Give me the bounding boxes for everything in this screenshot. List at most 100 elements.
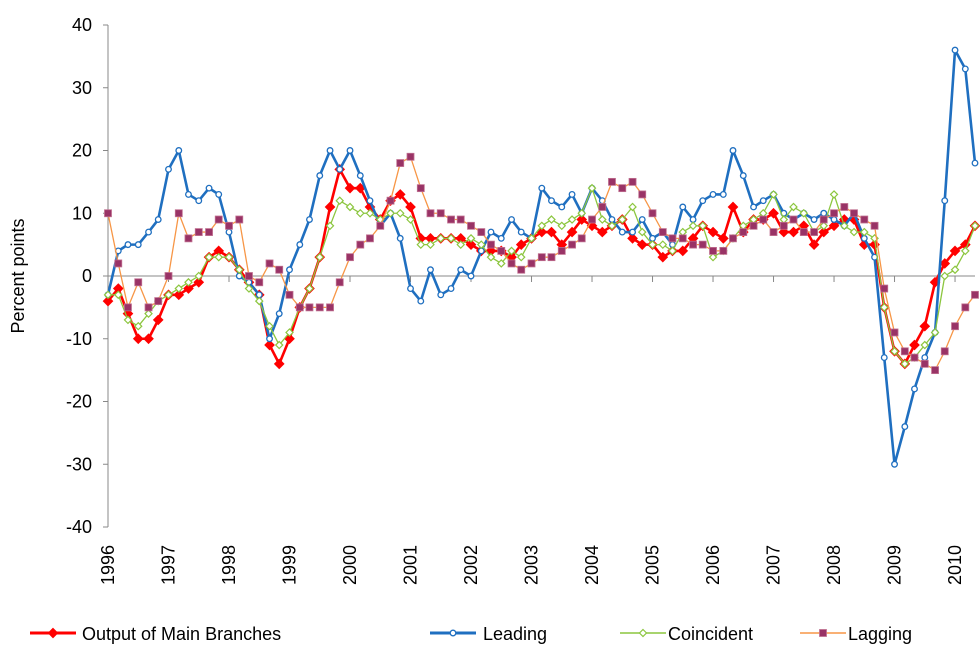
x-tick-label: 2001	[401, 545, 421, 585]
marker	[819, 221, 829, 231]
marker	[709, 246, 717, 255]
marker	[355, 208, 365, 218]
marker	[436, 234, 446, 243]
marker	[417, 297, 425, 305]
marker	[305, 284, 314, 293]
marker	[356, 172, 364, 180]
x-tick-label: 2009	[885, 545, 905, 585]
marker	[245, 272, 253, 280]
marker	[487, 240, 495, 249]
marker	[536, 226, 548, 238]
marker	[597, 215, 607, 224]
marker	[406, 152, 415, 161]
marker	[546, 226, 557, 238]
marker	[820, 209, 828, 217]
marker	[194, 271, 204, 281]
marker	[114, 259, 123, 268]
marker	[477, 228, 486, 236]
marker	[266, 335, 273, 343]
marker	[366, 197, 374, 205]
legend-label: Coincident	[668, 624, 753, 644]
marker	[950, 265, 960, 275]
marker	[527, 234, 536, 243]
marker	[808, 239, 820, 250]
marker	[195, 197, 203, 205]
marker	[225, 228, 233, 236]
marker	[699, 197, 707, 205]
marker	[859, 227, 869, 237]
y-tick-label: -30	[66, 454, 92, 474]
marker	[566, 226, 578, 238]
marker	[900, 359, 910, 369]
marker	[366, 234, 374, 243]
marker	[930, 328, 940, 337]
marker	[507, 259, 516, 268]
marker	[759, 197, 767, 205]
marker	[658, 228, 667, 236]
marker	[769, 190, 778, 199]
marker	[346, 147, 354, 154]
marker	[970, 221, 980, 231]
marker	[860, 215, 869, 224]
marker	[788, 226, 799, 238]
marker	[184, 234, 193, 243]
marker	[939, 258, 951, 269]
marker	[768, 207, 779, 219]
marker	[849, 227, 859, 237]
marker	[891, 460, 898, 468]
marker	[275, 310, 283, 318]
marker	[497, 246, 506, 255]
marker	[648, 209, 657, 218]
marker	[134, 241, 142, 249]
marker	[679, 203, 687, 211]
marker	[134, 278, 143, 287]
marker	[727, 201, 739, 213]
x-tick-label: 2000	[340, 545, 360, 585]
marker	[113, 290, 123, 300]
marker	[628, 202, 637, 212]
marker	[345, 202, 355, 212]
marker	[394, 189, 406, 200]
marker	[395, 208, 405, 218]
marker	[405, 201, 416, 213]
marker	[677, 245, 689, 257]
marker	[144, 303, 153, 312]
marker	[909, 339, 920, 351]
marker	[447, 285, 455, 292]
legend-marker	[819, 629, 827, 637]
marker	[668, 246, 677, 256]
marker	[285, 328, 294, 337]
marker	[538, 184, 546, 192]
marker	[920, 340, 930, 350]
marker	[194, 228, 203, 236]
marker	[183, 283, 194, 294]
marker	[829, 190, 839, 199]
marker	[476, 240, 486, 249]
y-tick-label: 40	[72, 15, 92, 35]
marker	[759, 215, 768, 224]
marker	[174, 284, 184, 293]
marker	[487, 228, 495, 236]
marker	[818, 226, 830, 238]
marker	[850, 209, 858, 218]
marker	[164, 290, 173, 300]
marker	[336, 165, 344, 173]
marker	[356, 240, 365, 249]
legend-marker	[638, 628, 648, 638]
marker	[729, 234, 737, 243]
x-tick-label: 2002	[461, 545, 481, 585]
marker	[749, 221, 758, 230]
marker	[164, 272, 173, 280]
marker	[890, 328, 899, 337]
marker	[465, 239, 477, 250]
marker	[285, 290, 294, 299]
marker	[629, 228, 637, 236]
marker	[446, 234, 456, 243]
marker	[707, 226, 719, 238]
marker	[778, 226, 790, 238]
marker	[739, 228, 748, 236]
marker	[326, 147, 334, 154]
marker	[689, 240, 697, 249]
marker	[657, 251, 669, 263]
marker	[132, 333, 144, 345]
